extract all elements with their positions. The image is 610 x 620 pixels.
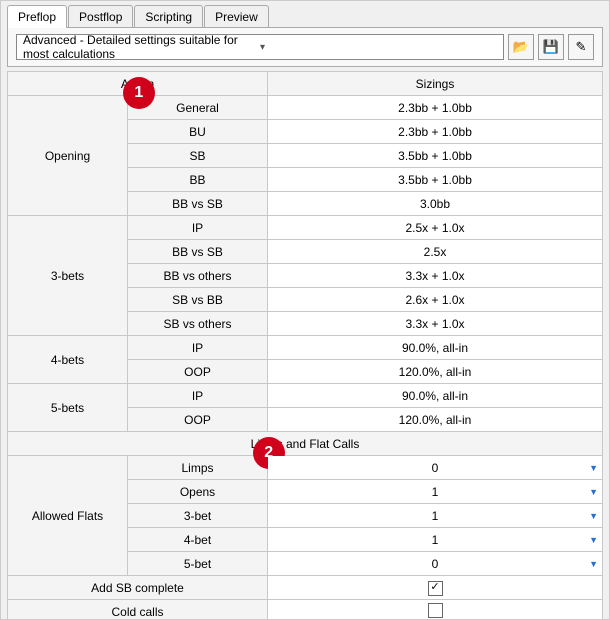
allowed-k-0: Limps — [128, 456, 268, 480]
allowed-k-2: 3-bet — [128, 504, 268, 528]
preset-select[interactable]: Advanced - Detailed settings suitable fo… — [16, 34, 504, 60]
allowed-k-3: 4-bet — [128, 528, 268, 552]
threebets-size-3[interactable]: 2.6x + 1.0x — [268, 288, 603, 312]
tab-postflop[interactable]: Postflop — [68, 5, 133, 28]
allowed-k-4: 5-bet — [128, 552, 268, 576]
threebets-pos-3: SB vs BB — [128, 288, 268, 312]
fourbets-pos-1: OOP — [128, 360, 268, 384]
tab-scripting[interactable]: Scripting — [134, 5, 203, 28]
flag-cold-label: Cold calls — [8, 600, 268, 620]
opening-pos-3: BB — [128, 168, 268, 192]
threebets-label: 3-bets — [8, 216, 128, 336]
fivebets-label: 5-bets — [8, 384, 128, 432]
threebets-pos-1: BB vs SB — [128, 240, 268, 264]
fourbets-pos-0: IP — [128, 336, 268, 360]
threebets-pos-0: IP — [128, 216, 268, 240]
allowed-v-0[interactable]: 0▼ — [268, 456, 603, 480]
pencil-icon: ✎ — [576, 39, 587, 55]
allowed-label: Allowed Flats — [8, 456, 128, 576]
chevron-down-icon: ▼ — [589, 511, 598, 521]
allowed-v-1[interactable]: 1▼ — [268, 480, 603, 504]
settings-grid: 1 Action Sizings Opening General 2.3bb +… — [7, 71, 603, 619]
save-disk-icon: 💾 — [543, 39, 559, 55]
allowed-v-4[interactable]: 0▼ — [268, 552, 603, 576]
fivebets-size-0[interactable]: 90.0%, all-in — [268, 384, 603, 408]
fourbets-size-1[interactable]: 120.0%, all-in — [268, 360, 603, 384]
threebets-size-2[interactable]: 3.3x + 1.0x — [268, 264, 603, 288]
content: 1 Action Sizings Opening General 2.3bb +… — [1, 71, 609, 619]
checkbox-icon: ✓ — [428, 581, 443, 596]
fourbets-label: 4-bets — [8, 336, 128, 384]
allowed-k-1: Opens — [128, 480, 268, 504]
flag-sb-check[interactable]: ✓ — [268, 576, 603, 600]
folder-open-icon: 📂 — [513, 39, 529, 55]
save-button[interactable]: 💾 — [538, 34, 564, 60]
opening-label: Opening — [8, 96, 128, 216]
chevron-down-icon: ▾ — [260, 42, 497, 53]
fivebets-pos-1: OOP — [128, 408, 268, 432]
tab-preflop[interactable]: Preflop — [7, 5, 67, 28]
chevron-down-icon: ▼ — [589, 487, 598, 497]
checkbox-icon — [428, 603, 443, 618]
threebets-pos-4: SB vs others — [128, 312, 268, 336]
opening-size-3[interactable]: 3.5bb + 1.0bb — [268, 168, 603, 192]
threebets-size-0[interactable]: 2.5x + 1.0x — [268, 216, 603, 240]
opening-size-0[interactable]: 2.3bb + 1.0bb — [268, 96, 603, 120]
fivebets-size-1[interactable]: 120.0%, all-in — [268, 408, 603, 432]
opening-pos-2: SB — [128, 144, 268, 168]
threebets-size-1[interactable]: 2.5x — [268, 240, 603, 264]
open-button[interactable]: 📂 — [508, 34, 534, 60]
edit-button[interactable]: ✎ — [568, 34, 594, 60]
tabs: Preflop Postflop Scripting Preview — [1, 1, 609, 28]
opening-size-2[interactable]: 3.5bb + 1.0bb — [268, 144, 603, 168]
flag-cold-check[interactable] — [268, 600, 603, 620]
toolbar: Advanced - Detailed settings suitable fo… — [7, 27, 603, 67]
fivebets-pos-0: IP — [128, 384, 268, 408]
opening-pos-1: BU — [128, 120, 268, 144]
badge-1: 1 — [123, 77, 155, 109]
chevron-down-icon: ▼ — [589, 463, 598, 473]
preset-select-label: Advanced - Detailed settings suitable fo… — [23, 33, 260, 61]
header-sizings: Sizings — [268, 72, 603, 96]
threebets-pos-2: BB vs others — [128, 264, 268, 288]
opening-size-1[interactable]: 2.3bb + 1.0bb — [268, 120, 603, 144]
opening-size-4[interactable]: 3.0bb — [268, 192, 603, 216]
threebets-size-4[interactable]: 3.3x + 1.0x — [268, 312, 603, 336]
chevron-down-icon: ▼ — [589, 535, 598, 545]
fourbets-size-0[interactable]: 90.0%, all-in — [268, 336, 603, 360]
allowed-v-3[interactable]: 1▼ — [268, 528, 603, 552]
opening-pos-4: BB vs SB — [128, 192, 268, 216]
chevron-down-icon: ▼ — [589, 559, 598, 569]
tab-preview[interactable]: Preview — [204, 5, 269, 28]
flag-sb-label: Add SB complete — [8, 576, 268, 600]
allowed-v-2[interactable]: 1▼ — [268, 504, 603, 528]
